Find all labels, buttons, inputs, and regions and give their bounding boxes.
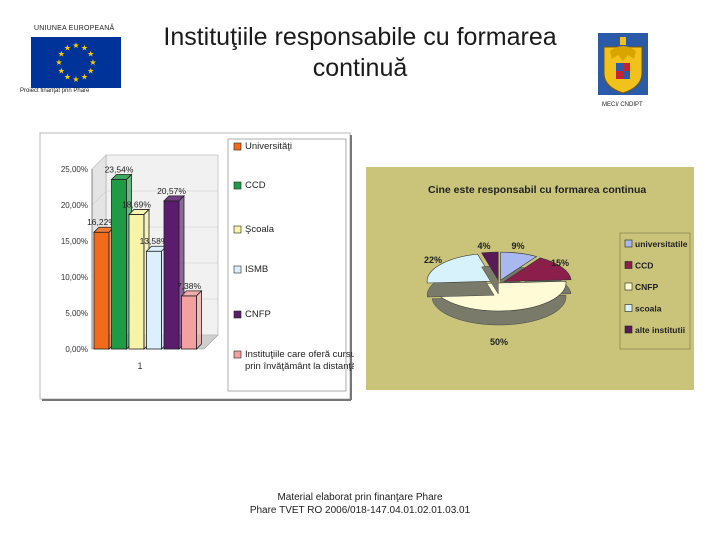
footer-line-2: Phare TVET RO 2006/018-147.04.01.02.01.0… bbox=[249, 505, 471, 516]
y-tick-label: 15,00% bbox=[61, 237, 88, 246]
legend-label: CNFP bbox=[635, 282, 658, 292]
eu-star-icon: ★ bbox=[64, 43, 71, 52]
legend bbox=[227, 138, 347, 392]
eu-star-icon: ★ bbox=[58, 67, 65, 76]
eu-star-icon: ★ bbox=[72, 41, 79, 50]
data-label: 13,58% bbox=[140, 236, 169, 246]
data-label: 18,69% bbox=[122, 199, 151, 209]
legend-label: scoala bbox=[635, 304, 662, 314]
y-tick-label: 5,00% bbox=[65, 309, 88, 318]
legend-label: CCD bbox=[635, 261, 653, 271]
y-tick-label: 10,00% bbox=[61, 273, 88, 282]
eu-star-icon: ★ bbox=[81, 73, 88, 82]
legend-swatch bbox=[624, 282, 633, 291]
y-tick-label: 20,00% bbox=[61, 201, 88, 210]
data-label: 20,57% bbox=[157, 186, 186, 196]
x-tick-label: 1 bbox=[137, 361, 142, 371]
data-label: 23,54% bbox=[105, 165, 134, 175]
data-label: 16,22% bbox=[87, 217, 116, 227]
bar bbox=[180, 289, 203, 350]
eu-star-icon: ★ bbox=[81, 43, 88, 52]
bar bbox=[163, 194, 185, 350]
legend-swatch bbox=[233, 142, 242, 151]
page-title: Instituţiile responsabile cu formarea co… bbox=[163, 23, 557, 82]
bar bbox=[145, 245, 168, 350]
legend-label: CCD bbox=[245, 180, 266, 191]
legend-label: Universităţi bbox=[245, 141, 292, 152]
legend-label: Şcoala bbox=[245, 224, 275, 235]
legend-swatch bbox=[624, 304, 633, 312]
legend-label: alte institutii bbox=[635, 325, 685, 335]
legend-swatch bbox=[624, 325, 633, 334]
bar bbox=[128, 208, 150, 350]
footer-line-1: Material elaborat prin finanţare Phare bbox=[277, 492, 443, 503]
eu-star-icon: ★ bbox=[87, 67, 94, 76]
slice-label: 50% bbox=[490, 337, 508, 347]
legend-label: prin învăţământ la distanţă bbox=[245, 361, 354, 372]
legend-swatch bbox=[233, 350, 242, 359]
eu-star-icon: ★ bbox=[58, 50, 65, 59]
slice-label: 9% bbox=[511, 241, 524, 251]
eu-star-icon: ★ bbox=[89, 58, 96, 67]
eu-star-icon: ★ bbox=[72, 75, 79, 84]
eu-star-icon: ★ bbox=[87, 50, 94, 59]
data-label: 7,38% bbox=[177, 281, 202, 291]
legend-swatch bbox=[233, 181, 242, 190]
y-tick-label: 25,00% bbox=[61, 165, 88, 174]
y-tick-label: 0,00% bbox=[65, 345, 88, 354]
chart-title: Cine este responsabil cu formarea contin… bbox=[428, 184, 646, 196]
pie-slice bbox=[426, 253, 495, 298]
legend-label: CNFP bbox=[245, 309, 271, 320]
slice-label: 15% bbox=[551, 258, 569, 268]
eu-flag-icon: ★ ★ ★ ★ ★ ★ ★ ★ ★ ★ ★ ★ bbox=[31, 37, 121, 88]
bar bbox=[93, 226, 115, 350]
eu-label: UNIUNEA EUROPEANĂ bbox=[34, 25, 115, 32]
legend-label: ISMB bbox=[245, 264, 268, 275]
legend-swatch bbox=[624, 261, 633, 269]
ministry-label: MECI/ CNDIPT bbox=[602, 102, 643, 108]
bar-chart: 0,00% 5,00% 10,00% 15,00% 20,00% 25,00% 1 16,22… bbox=[38, 131, 361, 403]
legend-label: Instituţiile care oferă cursuri bbox=[245, 349, 354, 360]
romania-crest-icon bbox=[598, 33, 648, 95]
eu-star-icon: ★ bbox=[55, 58, 62, 67]
slice-label: 22% bbox=[424, 255, 442, 265]
slice-label: 4% bbox=[477, 241, 490, 251]
legend-swatch bbox=[233, 310, 242, 319]
pie-slice bbox=[481, 251, 499, 295]
eu-subtitle: Proiect finanţat prin Phare bbox=[20, 88, 90, 94]
legend-swatch bbox=[233, 265, 242, 274]
legend-label: universitatile bbox=[635, 239, 688, 249]
footer: Material elaborat prin finanţare Phare P… bbox=[200, 491, 520, 517]
legend-swatch bbox=[233, 225, 242, 234]
pie-chart: Cine este responsabil cu formarea contin… bbox=[366, 167, 694, 390]
eu-star-icon: ★ bbox=[64, 73, 71, 82]
legend-swatch bbox=[624, 239, 633, 248]
